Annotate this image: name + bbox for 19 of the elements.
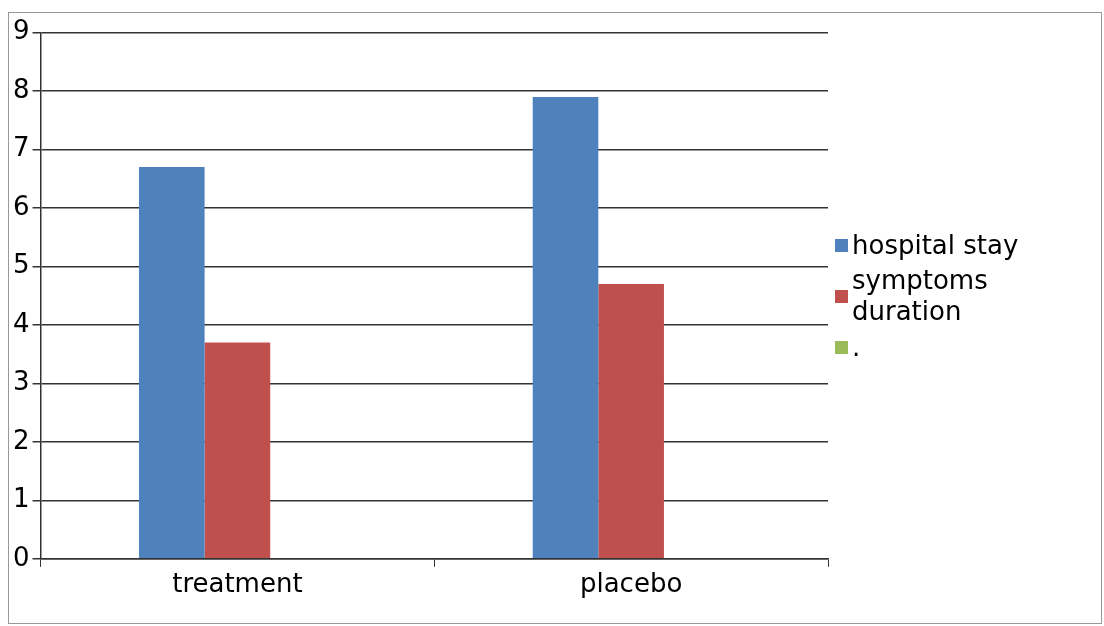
y-tick-label: 4 [13, 307, 30, 338]
y-tick-label: 0 [13, 541, 30, 572]
y-tick-label: 6 [13, 190, 30, 221]
bar [532, 96, 599, 559]
y-tick-label: 1 [13, 483, 30, 514]
y-tick-label: 2 [13, 424, 30, 455]
legend-label: . [852, 331, 861, 363]
legend-label: symptoms duration [852, 265, 989, 328]
y-tick-label: 7 [13, 132, 30, 163]
y-tick-label: 3 [13, 366, 30, 397]
bar [598, 284, 664, 559]
x-tick-label: treatment [172, 568, 303, 599]
legend-label: hospital stay [852, 230, 1019, 262]
y-tick-label: 5 [13, 249, 30, 280]
x-tick-label: placebo [579, 568, 683, 599]
y-tick-label: 8 [13, 73, 30, 104]
bar [138, 167, 205, 559]
bar [204, 342, 271, 559]
y-tick-label: 9 [13, 15, 30, 46]
